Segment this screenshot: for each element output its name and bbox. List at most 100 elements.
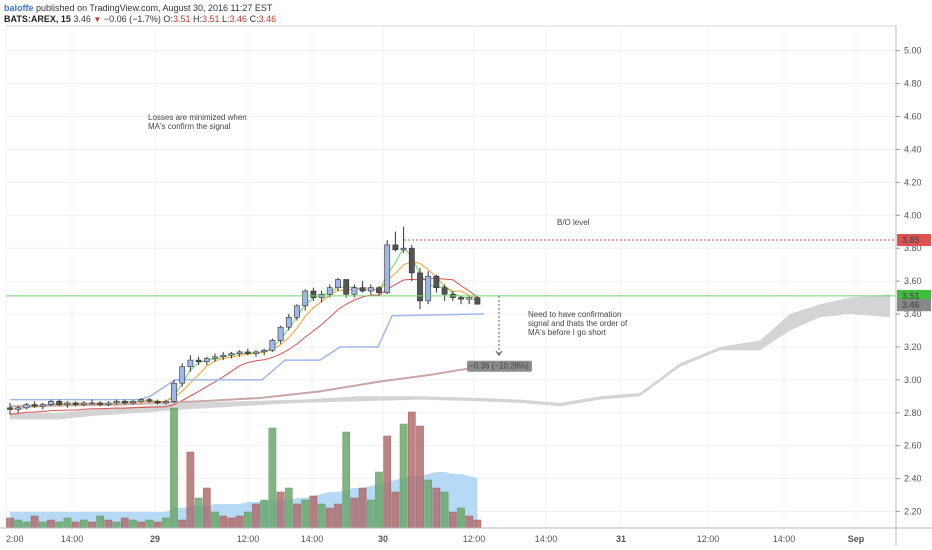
down-triangle-icon: ▼: [93, 15, 102, 24]
y-tick-label: 3.80: [904, 243, 922, 253]
volume-bar: [317, 503, 326, 529]
candle-body: [433, 275, 440, 289]
volume-bar: [30, 515, 39, 529]
candle-body: [441, 287, 448, 295]
time-axis[interactable]: 2:00 14:00 29 12:00 14:00 30 12:00 14:00 31 12:00…: [0, 527, 932, 544]
y-tick-label: 2.20: [904, 507, 922, 517]
candle-body: [466, 297, 473, 300]
blue-step-line: [10, 313, 485, 401]
y-tick-label: 3.40: [904, 309, 922, 319]
candle-body: [408, 247, 415, 274]
volume-bar: [120, 517, 129, 529]
candle-body: [228, 353, 235, 356]
candle-body: [425, 275, 432, 302]
volume-bar: [145, 519, 154, 529]
x-tick-label: 2:00: [6, 534, 24, 544]
candle-body: [203, 358, 210, 363]
x-tick-label: 14:00: [301, 534, 324, 544]
volume-bar: [6, 517, 14, 529]
low-value: 3.46: [229, 14, 248, 24]
y-tick-label: 4.60: [904, 112, 922, 122]
symbol-label: BATS:AREX, 15: [4, 14, 71, 24]
measure-label: −0.36 (−10.28%): [469, 362, 529, 371]
volume-bar: [260, 499, 269, 529]
candle-body: [7, 407, 13, 410]
volume-bar: [79, 519, 88, 529]
candle-body: [400, 247, 407, 251]
drawings[interactable]: −0.36 (−10.28%) Losses are minimized when…: [6, 113, 896, 372]
volume-bar: [284, 487, 293, 529]
candle-body: [417, 272, 423, 302]
candle-body: [285, 316, 292, 328]
candle-body: [236, 351, 243, 354]
candle-body: [261, 349, 268, 353]
annotation-text: B/O level: [557, 218, 590, 227]
volume-bar: [465, 515, 474, 529]
volume-bar: [473, 519, 482, 529]
candle-body: [343, 279, 350, 295]
open-value: 3.51: [172, 14, 191, 24]
volume-bar: [350, 497, 359, 529]
price-label: 3.46: [902, 300, 920, 310]
volume-bar: [63, 517, 72, 529]
volume-bar: [366, 499, 375, 529]
candle-body: [294, 305, 300, 318]
volume-bar: [153, 521, 162, 529]
volume-bar: [129, 519, 137, 529]
candle-body: [220, 354, 227, 358]
volume-bar: [440, 491, 449, 529]
y-tick-label: 3.20: [904, 342, 922, 352]
volume-bar: [186, 451, 195, 529]
candle-body: [474, 297, 481, 305]
volume-bar: [309, 495, 318, 529]
candle-body: [138, 399, 145, 402]
x-tick-label: 29: [150, 534, 160, 544]
y-tick-label: 2.60: [904, 441, 922, 451]
candle-body: [39, 404, 46, 407]
last-price: 3.46: [73, 14, 91, 24]
volume-bar: [252, 503, 260, 529]
candle-body: [130, 400, 136, 404]
close-label: C:: [249, 14, 259, 24]
y-tick-label: 3.60: [904, 276, 922, 286]
ma-orange-line: [9, 261, 478, 410]
y-tick-label: 3.00: [904, 375, 922, 385]
volume-bar: [170, 407, 178, 529]
low-label: L:: [222, 14, 230, 24]
volume-bar: [243, 511, 252, 529]
volume-bar: [399, 423, 408, 529]
candle-body: [31, 404, 38, 407]
volume-bar: [383, 435, 392, 529]
close-value: 3.46: [258, 14, 277, 24]
candle-body: [269, 340, 276, 351]
candle-body: [335, 279, 341, 288]
y-tick-label: 2.40: [904, 474, 922, 484]
publish-info: published on TradingView.com, August 30,…: [36, 3, 273, 13]
volume-bar: [71, 521, 80, 529]
price-axis[interactable]: 5.00 4.80 4.60 4.40 4.20 4.00 3.80 3.60 3.40 3.20…: [895, 26, 932, 546]
volume-bar: [14, 519, 23, 529]
volume-bar: [276, 491, 285, 529]
candle-body: [326, 287, 333, 295]
volume-bar: [55, 521, 64, 529]
candle-body: [72, 402, 79, 405]
volume-bar: [137, 521, 146, 529]
grid: [5, 25, 897, 529]
author-name[interactable]: baloffe: [4, 3, 34, 13]
candle-body: [187, 359, 194, 368]
candle-body: [121, 400, 128, 404]
annotation-text: signal and thats the order of: [528, 319, 628, 328]
annotation-text: Losses are minimized when: [148, 113, 247, 122]
volume-bar: [178, 519, 187, 529]
high-label: H:: [192, 14, 202, 24]
y-tick-label: 4.20: [904, 177, 922, 187]
candle-body: [80, 402, 87, 405]
volume-bar: [235, 515, 244, 529]
volume-bar: [112, 521, 121, 529]
volume-bar: [334, 503, 342, 529]
volume-bar: [227, 517, 236, 529]
candle-body: [392, 244, 399, 251]
candle-body: [310, 290, 317, 298]
candle-body: [351, 287, 358, 295]
